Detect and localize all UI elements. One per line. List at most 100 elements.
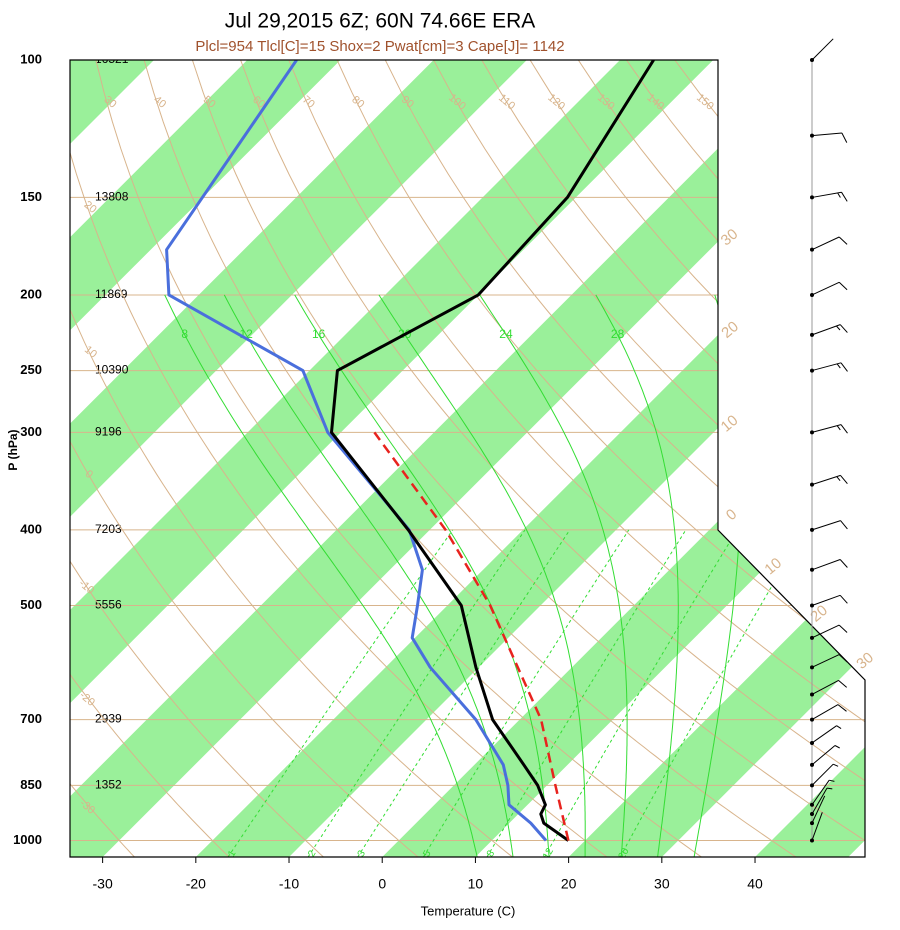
- pressure-tick-label: 700: [20, 711, 42, 726]
- wind-base: [810, 133, 814, 138]
- wind-base: [810, 368, 814, 373]
- height-label: 2939: [95, 712, 122, 726]
- mixing-ratio-line: [486, 529, 687, 857]
- x-axis-label: Temperature (C): [421, 903, 516, 918]
- mixing-ratio-label: 3: [356, 848, 369, 859]
- wind-base: [810, 292, 814, 297]
- pressure-tick-label: 100: [20, 51, 42, 66]
- moist-adiabat-label: 16: [312, 327, 326, 341]
- wind-barb: [811, 191, 848, 202]
- wind-barb: [811, 424, 848, 434]
- wind-barb: [811, 787, 833, 815]
- wind-barb: [811, 763, 839, 786]
- wind-base: [810, 665, 814, 670]
- wind-base: [810, 567, 814, 572]
- dry-adiabat: [70, 60, 513, 857]
- dry-adiabat-label: 120: [545, 92, 567, 113]
- mixing-ratio-label: 20: [617, 846, 632, 862]
- wind-base: [810, 802, 814, 807]
- isotherm-band: [70, 60, 527, 857]
- wind-barb: [811, 812, 823, 841]
- y-axis-label: P (hPa): [6, 429, 20, 470]
- x-tick-label: -10: [279, 876, 299, 892]
- wind-barb: [811, 745, 840, 766]
- wind-base: [810, 247, 814, 252]
- wind-barb: [811, 362, 848, 372]
- wind-base: [810, 58, 814, 62]
- mixing-ratio-label: 12: [541, 846, 556, 862]
- dry-adiabat: [143, 60, 797, 857]
- wind-barb: [811, 520, 848, 531]
- wind-base: [810, 603, 814, 608]
- wind-barb: [811, 281, 848, 296]
- pressure-tick-label: 200: [20, 286, 42, 301]
- isotherm-band: [70, 60, 865, 857]
- wind-barb: [811, 474, 848, 486]
- dry-adiabat: [770, 60, 865, 857]
- x-tick-label: 30: [654, 876, 670, 892]
- moist-adiabat: [479, 294, 628, 857]
- plot-area: 1652113808118691039091967203555629391352…: [70, 52, 865, 862]
- wind-base: [810, 692, 814, 697]
- x-tick-label: 40: [747, 876, 763, 892]
- pressure-tick-label: 400: [20, 521, 42, 536]
- dry-adiabat-label: 160: [744, 92, 766, 113]
- height-label: 1352: [95, 778, 122, 792]
- wind-base: [810, 762, 814, 767]
- dry-adiabat: [191, 60, 865, 857]
- wind-base: [810, 740, 814, 745]
- mixing-ratio-label: 8: [485, 848, 498, 859]
- mixing-ratio-line: [422, 529, 630, 857]
- wind-barb: [811, 594, 848, 606]
- height-label: 16521: [95, 52, 129, 66]
- isotherm-band: [568, 60, 865, 857]
- moist-adiabat-label: 24: [499, 327, 513, 341]
- dry-adiabat: [70, 60, 419, 857]
- moist-adiabat: [378, 294, 586, 857]
- x-tick-label: -20: [186, 876, 206, 892]
- dewpoint-line: [165, 60, 548, 842]
- dry-adiabat-label: 80: [349, 94, 366, 111]
- x-tick-label: -30: [93, 876, 113, 892]
- wind-barb: [811, 725, 842, 744]
- dry-adiabat: [70, 60, 230, 857]
- pressure-tick-label: 250: [20, 362, 42, 377]
- chart-subtitle: Plcl=954 Tlcl[C]=15 Shox=2 Pwat[cm]=3 Ca…: [195, 38, 564, 55]
- x-tick-label: 20: [561, 876, 577, 892]
- mixing-ratio-label: 1: [226, 848, 239, 859]
- x-tick-label: 10: [468, 876, 484, 892]
- isotherm-label: 20: [718, 318, 742, 342]
- isotherm-label: 30: [853, 649, 877, 673]
- wind-barb: [811, 779, 835, 806]
- dry-adiabat: [70, 60, 608, 857]
- x-tick-label: 0: [378, 876, 386, 892]
- pressure-tick-label: 850: [20, 777, 42, 792]
- isotherm-label: 10: [761, 555, 785, 579]
- isotherm-label: 30: [718, 226, 742, 250]
- isotherm-label: 0: [723, 506, 740, 524]
- wind-base: [810, 635, 814, 640]
- wind-barb: [811, 679, 848, 695]
- mixing-ratio-label: 2: [306, 848, 319, 859]
- wind-barb: [811, 654, 848, 668]
- wind-base: [810, 527, 814, 532]
- plot-frame: [69, 59, 866, 858]
- mixing-ratio-line: [307, 529, 526, 857]
- parcel-line: [373, 431, 570, 841]
- mixing-ratio-label: 5: [421, 848, 434, 859]
- height-label: 13808: [95, 190, 129, 204]
- wind-base: [810, 332, 814, 337]
- pressure-tick-label: 150: [20, 189, 42, 204]
- pressure-tick-label: 1000: [13, 832, 42, 847]
- wind-base: [810, 195, 814, 200]
- wind-barb: [811, 624, 848, 639]
- wind-barb: [811, 559, 848, 571]
- wind-barb: [811, 324, 848, 336]
- wind-base: [810, 838, 814, 843]
- mixing-ratio-line: [544, 529, 738, 857]
- dry-adiabat-label: 40: [151, 94, 168, 111]
- isotherm-band: [70, 60, 341, 857]
- dry-adiabat-label: 110: [496, 92, 517, 112]
- dry-adiabat: [433, 60, 865, 857]
